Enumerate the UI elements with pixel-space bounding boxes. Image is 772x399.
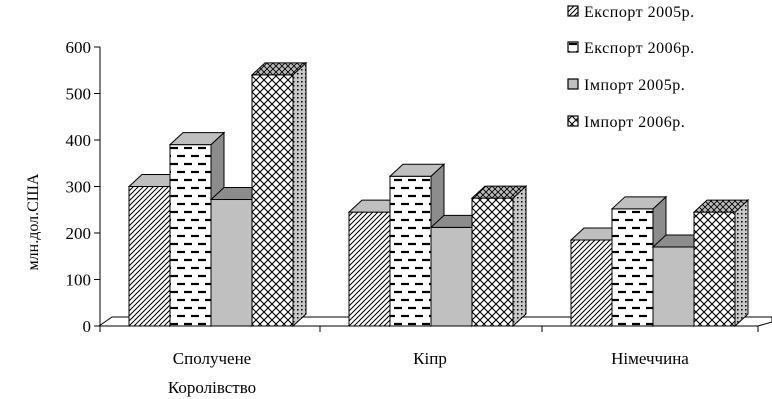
x-tick-label: Сполучене bbox=[173, 349, 251, 368]
y-tick-label: 400 bbox=[66, 131, 92, 150]
legend-label: Експорт 2005р. bbox=[584, 4, 695, 21]
x-tick-label: Королівство bbox=[168, 378, 256, 397]
legend-item: Експорт 2005р. bbox=[567, 4, 695, 21]
legend-label: Експорт 2006р. bbox=[584, 40, 695, 57]
plot-area bbox=[127, 61, 750, 328]
y-tick-label: 100 bbox=[66, 271, 92, 290]
x-tick-label: Німеччина bbox=[611, 349, 689, 368]
category-axis: Сполучене Королівство Кіпр Німеччина bbox=[99, 325, 759, 397]
value-axis: 0 100 200 300 400 500 600 bbox=[66, 38, 101, 336]
legend-item: Експорт 2006р. bbox=[567, 40, 695, 57]
legend: Експорт 2005р. Експорт 2006р. Імпорт 2005р… bbox=[567, 4, 695, 131]
bar bbox=[692, 198, 750, 328]
y-tick-label: 600 bbox=[66, 38, 92, 57]
legend-item: Імпорт 2006р. bbox=[567, 114, 685, 131]
legend-swatch bbox=[567, 78, 579, 90]
bar bbox=[250, 61, 308, 328]
legend-label: Імпорт 2006р. bbox=[584, 114, 685, 131]
legend-swatch bbox=[567, 41, 579, 53]
legend-label: Імпорт 2005р. bbox=[584, 77, 685, 94]
y-tick-label: 500 bbox=[66, 85, 92, 104]
bar bbox=[470, 184, 528, 328]
y-tick-label: 0 bbox=[83, 317, 92, 336]
y-axis-title: млн.дол.США bbox=[25, 173, 42, 270]
x-tick-label: Кіпр bbox=[413, 349, 447, 368]
legend-swatch bbox=[567, 5, 579, 17]
legend-swatch bbox=[567, 115, 579, 127]
y-tick-label: 300 bbox=[66, 178, 92, 197]
legend-item: Імпорт 2005р. bbox=[567, 77, 685, 94]
y-tick-label: 200 bbox=[66, 224, 92, 243]
